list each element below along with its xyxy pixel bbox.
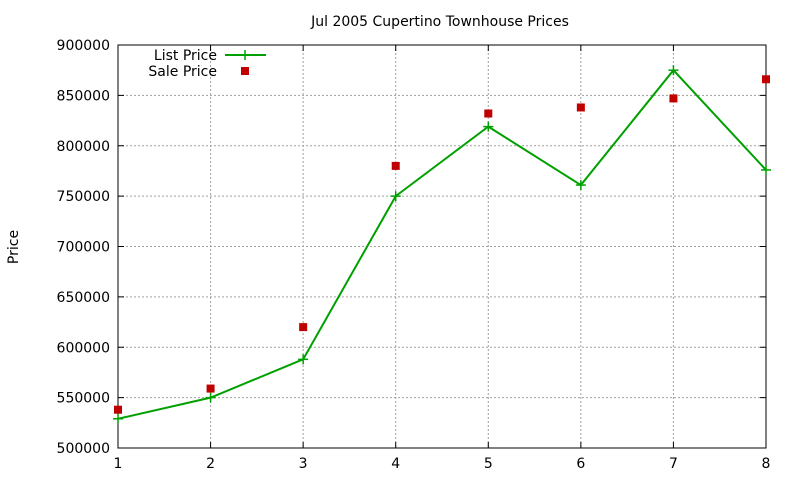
data-point [299, 323, 308, 332]
y-axis-label: Price [6, 230, 22, 264]
legend-label: Sale Price [148, 64, 217, 80]
series-sale-price [114, 75, 770, 414]
x-tick-label: 2 [206, 456, 215, 472]
x-tick-label: 8 [762, 456, 771, 472]
axis-ticks: 500000 550000 600000 650000 700000 750000 8000… [57, 38, 771, 472]
x-tick-label: 4 [391, 456, 400, 472]
data-point [761, 164, 771, 175]
y-tick-label: 900000 [57, 38, 110, 54]
data-point [390, 191, 401, 202]
data-point [669, 94, 678, 103]
data-point [576, 103, 585, 112]
y-tick-label: 600000 [57, 340, 110, 356]
data-point [113, 413, 123, 424]
data-point [484, 109, 493, 118]
y-tick-label: 750000 [57, 189, 110, 205]
y-tick-label: 650000 [57, 290, 110, 306]
x-tick-label: 5 [484, 456, 493, 472]
x-tick-label: 3 [299, 456, 308, 472]
series-line [117, 68, 767, 420]
legend-marker [240, 50, 250, 60]
plot-frame [117, 44, 767, 449]
data-point [575, 180, 586, 191]
series [113, 65, 771, 424]
y-tick-label: 500000 [57, 441, 110, 457]
data-point [483, 121, 494, 132]
data-point [205, 392, 216, 403]
data-point [668, 65, 679, 76]
chart-title: Jul 2005 Cupertino Townhouse Prices [310, 14, 569, 30]
y-tick-label: 700000 [57, 240, 110, 256]
x-tick-label: 7 [669, 456, 678, 472]
y-tick-label: 800000 [57, 139, 110, 155]
y-tick-label: 550000 [57, 391, 110, 407]
data-point [391, 161, 400, 170]
y-tick-label: 850000 [57, 88, 110, 104]
data-point [114, 405, 122, 414]
x-tick-label: 1 [114, 456, 123, 472]
legend-marker [241, 67, 249, 75]
series-list-price [113, 65, 771, 424]
legend-label: List Price [154, 48, 217, 64]
data-point [762, 75, 770, 84]
legend-item: List Price [154, 48, 266, 64]
data-point [298, 354, 309, 365]
grid [118, 45, 766, 448]
legend-item: Sale Price [148, 64, 249, 80]
x-tick-label: 6 [576, 456, 585, 472]
data-point [206, 384, 215, 393]
